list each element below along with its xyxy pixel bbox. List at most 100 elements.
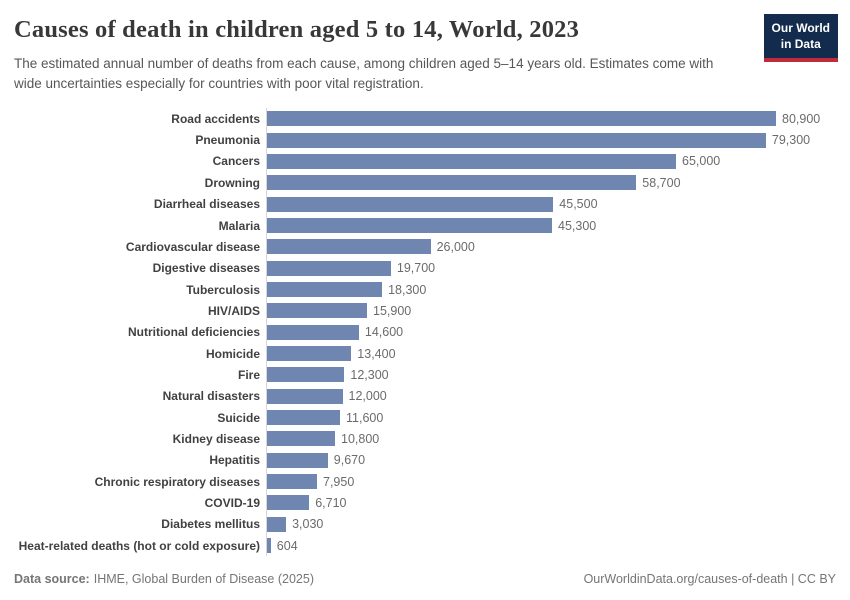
bar-row: Kidney disease 10,800 xyxy=(0,428,850,450)
bar[interactable] xyxy=(267,538,271,554)
bar[interactable] xyxy=(267,260,391,276)
value-label: 9,670 xyxy=(333,453,366,468)
chart-footer: Data source: IHME, Global Burden of Disea… xyxy=(14,572,836,586)
category-label: Chronic respiratory diseases xyxy=(94,474,260,489)
category-label: Hepatitis xyxy=(209,453,260,468)
bar-row: Diabetes mellitus 3,030 xyxy=(0,513,850,535)
bar[interactable] xyxy=(267,324,359,340)
category-label: HIV/AIDS xyxy=(207,303,260,318)
value-label: 58,700 xyxy=(642,175,681,190)
bar[interactable] xyxy=(267,303,367,319)
data-source-label: Data source: xyxy=(14,572,90,586)
value-label: 13,400 xyxy=(357,346,396,361)
category-label: Kidney disease xyxy=(172,431,260,446)
bar[interactable] xyxy=(267,452,328,468)
bar-row: Diarrheal diseases 45,500 xyxy=(0,193,850,215)
bar-row: Homicide 13,400 xyxy=(0,342,850,365)
value-label: 7,950 xyxy=(323,474,355,489)
bar-row: Chronic respiratory diseases 7,950 xyxy=(0,470,850,493)
category-label: Heat-related deaths (hot or cold exposur… xyxy=(18,538,260,553)
bar-row: Digestive diseases 19,700 xyxy=(0,257,850,279)
value-label: 15,900 xyxy=(373,303,412,318)
value-label: 45,300 xyxy=(558,218,597,233)
bar-track: 15,900 xyxy=(266,300,850,322)
bar[interactable] xyxy=(267,239,431,255)
category-label: Homicide xyxy=(205,346,260,361)
bar-row: Cardiovascular disease 26,000 xyxy=(0,236,850,258)
bar-track: 45,500 xyxy=(266,193,850,215)
owid-logo-line2: in Data xyxy=(780,36,821,51)
bar-row: Road accidents 80,900 xyxy=(0,108,850,130)
bar-track: 19,700 xyxy=(266,257,850,279)
bar[interactable] xyxy=(267,196,554,212)
bar[interactable] xyxy=(267,474,317,490)
bar[interactable] xyxy=(267,111,776,127)
category-label: Nutritional deficiencies xyxy=(127,325,260,340)
value-label: 12,000 xyxy=(348,389,387,404)
value-label: 10,800 xyxy=(341,431,380,446)
bar-track: 14,600 xyxy=(266,321,850,343)
bar[interactable] xyxy=(267,175,637,191)
category-label: COVID-19 xyxy=(204,495,260,510)
bar[interactable] xyxy=(267,495,310,511)
value-label: 6,710 xyxy=(315,495,347,510)
bar[interactable] xyxy=(267,410,340,426)
bar-rows: Road accidents 80,900 Pneumonia 79,300 Cance… xyxy=(0,108,850,557)
owid-logo-line1: Our World xyxy=(771,21,830,35)
data-source-value: IHME, Global Burden of Disease (2025) xyxy=(93,572,314,586)
value-label: 19,700 xyxy=(396,261,436,276)
value-label: 12,300 xyxy=(350,367,389,382)
category-label: Malaria xyxy=(218,218,260,233)
bar-track: 26,000 xyxy=(266,236,850,258)
bar-track: 3,030 xyxy=(266,513,850,535)
bar[interactable] xyxy=(267,153,676,169)
bar-track: 13,400 xyxy=(266,342,850,365)
bar-track: 18,300 xyxy=(266,278,850,301)
bar[interactable] xyxy=(267,516,287,532)
bar[interactable] xyxy=(267,282,383,298)
bar[interactable] xyxy=(267,367,345,383)
category-label: Cancers xyxy=(212,154,260,169)
bar-track: 80,900 xyxy=(266,108,850,130)
category-label: Road accidents xyxy=(171,111,260,126)
bar-chart: Road accidents 80,900 Pneumonia 79,300 Cance… xyxy=(0,108,850,557)
chart-header: Causes of death in children aged 5 to 14… xyxy=(0,0,850,93)
bar-track: 7,950 xyxy=(266,470,850,493)
data-source: Data source: IHME, Global Burden of Disea… xyxy=(14,572,314,586)
category-label: Digestive diseases xyxy=(152,261,260,276)
bar[interactable] xyxy=(267,132,766,148)
value-label: 80,900 xyxy=(782,111,821,126)
bar-row: Hepatitis 9,670 xyxy=(0,449,850,471)
owid-logo: Our World in Data xyxy=(763,14,838,63)
bar-row: Natural disasters 12,000 xyxy=(0,385,850,407)
title-block: Causes of death in children aged 5 to 14… xyxy=(14,12,764,93)
bar-row: HIV/AIDS 15,900 xyxy=(0,300,850,322)
category-label: Tuberculosis xyxy=(186,282,260,297)
bar[interactable] xyxy=(267,431,335,447)
value-label: 65,000 xyxy=(682,154,721,169)
bar-track: 65,000 xyxy=(266,150,850,173)
bar-track: 6,710 xyxy=(266,492,850,514)
bar-track: 12,300 xyxy=(266,364,850,386)
value-label: 45,500 xyxy=(559,197,598,212)
category-label: Diabetes mellitus xyxy=(161,517,260,532)
category-label: Drowning xyxy=(204,175,260,190)
bar[interactable] xyxy=(267,388,343,404)
category-label: Fire xyxy=(237,367,260,382)
bar-row: Suicide 11,600 xyxy=(0,406,850,429)
bar[interactable] xyxy=(267,218,552,234)
bar-track: 604 xyxy=(266,535,850,557)
category-label: Suicide xyxy=(217,410,260,425)
footer-attribution[interactable]: OurWorldinData.org/causes-of-death | CC … xyxy=(583,572,836,586)
value-label: 604 xyxy=(276,538,298,553)
bar-row: Heat-related deaths (hot or cold exposur… xyxy=(0,535,850,557)
category-label: Natural disasters xyxy=(162,389,260,404)
bar-track: 9,670 xyxy=(266,449,850,471)
bar-row: Drowning 58,700 xyxy=(0,172,850,194)
bar-row: Tuberculosis 18,300 xyxy=(0,278,850,301)
value-label: 18,300 xyxy=(388,282,427,297)
value-label: 11,600 xyxy=(346,410,384,425)
bar[interactable] xyxy=(267,346,352,362)
value-label: 3,030 xyxy=(292,517,324,532)
bar-track: 10,800 xyxy=(266,428,850,450)
